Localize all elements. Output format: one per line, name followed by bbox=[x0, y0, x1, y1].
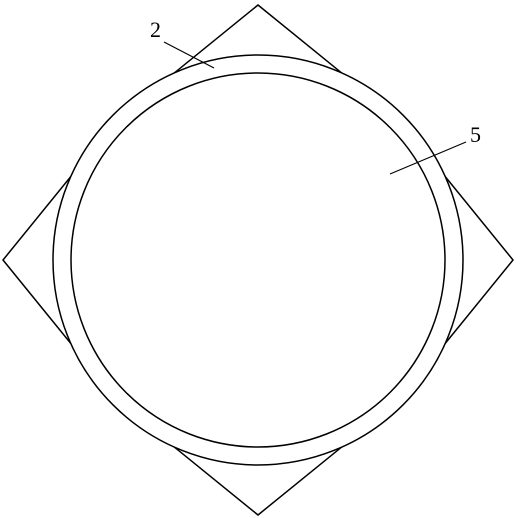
schematic-diagram: 25 bbox=[0, 0, 522, 518]
callout-label: 5 bbox=[470, 122, 481, 147]
inner-ring bbox=[71, 73, 445, 447]
callout-label: 2 bbox=[150, 17, 161, 42]
